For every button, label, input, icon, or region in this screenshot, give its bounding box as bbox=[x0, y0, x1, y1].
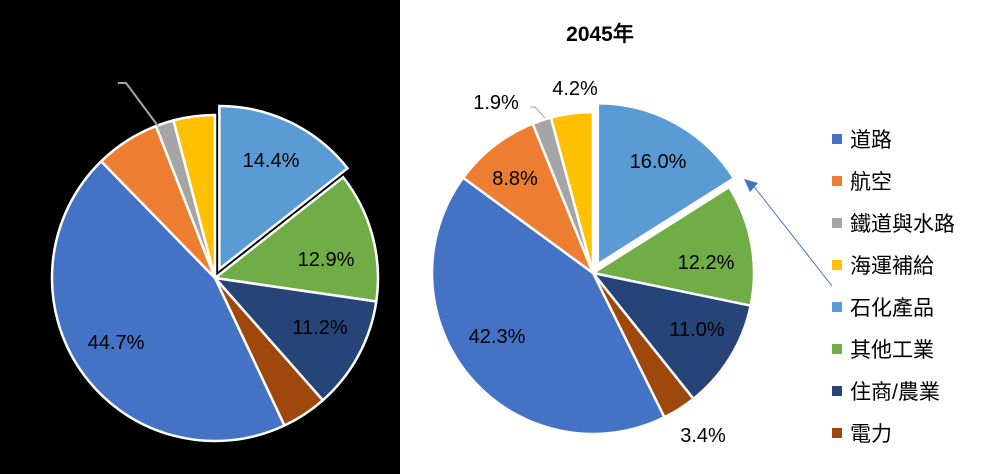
annotations bbox=[118, 82, 833, 287]
right-chart-title: 2045年 bbox=[566, 23, 634, 46]
legend-swatch-icon bbox=[832, 260, 842, 270]
pie-slice bbox=[589, 271, 753, 401]
legend-item-residential-agri: 住商/農業 bbox=[832, 370, 955, 412]
legend-label: 海運補給 bbox=[850, 255, 934, 278]
right-pie-chart: 16.0% 12.2% 11.0% 3.4% 42.3% 8.8% 1.9% 4.2% bbox=[430, 78, 756, 447]
pie-slice bbox=[549, 110, 595, 274]
legend-swatch-icon bbox=[832, 428, 842, 438]
legend-label: 其他工業 bbox=[850, 339, 934, 362]
left-leader-line bbox=[118, 82, 159, 127]
slice-value-label: 3.4% bbox=[680, 425, 726, 447]
slice-value-label: 14.4% bbox=[243, 150, 300, 172]
left-pie-chart: 14.4% 12.9% 11.2% 44.7% bbox=[50, 104, 380, 443]
pie-slice bbox=[218, 104, 350, 272]
pie-slice bbox=[171, 113, 217, 279]
slice-value-label: 11.2% bbox=[292, 317, 347, 339]
pie-slice bbox=[211, 276, 378, 403]
legend-swatch-icon bbox=[832, 134, 842, 144]
legend-swatch-icon bbox=[832, 344, 842, 354]
slice-value-label: 4.2% bbox=[552, 78, 598, 100]
slice-value-label: 12.9% bbox=[298, 249, 355, 271]
legend-item-shipping: 海運補給 bbox=[832, 244, 955, 286]
legend-label: 住商/農業 bbox=[850, 381, 940, 404]
pie-slice bbox=[211, 175, 380, 303]
legend-item-power: 電力 bbox=[832, 412, 955, 454]
legend-swatch-icon bbox=[832, 386, 842, 396]
legend-label: 石化產品 bbox=[850, 297, 934, 320]
legend-swatch-icon bbox=[832, 176, 842, 186]
legend-item-road: 道路 bbox=[832, 118, 955, 160]
pie-slice bbox=[596, 101, 736, 267]
legend-item-rail-water: 鐵道與水路 bbox=[832, 202, 955, 244]
slice-value-label: 12.2% bbox=[678, 252, 735, 274]
right-leader-line-rail bbox=[530, 106, 546, 119]
legend-item-aviation: 航空 bbox=[832, 160, 955, 202]
legend: 道路 航空 鐵道與水路 海運補給 石化產品 其他工業 住商/農業 電力 bbox=[832, 118, 955, 454]
slice-value-label: 16.0% bbox=[630, 151, 687, 173]
legend-label: 鐵道與水路 bbox=[850, 213, 955, 236]
pie-slice bbox=[50, 159, 287, 443]
slice-value-label: 42.3% bbox=[469, 326, 526, 348]
legend-swatch-icon bbox=[832, 218, 842, 228]
legend-label: 航空 bbox=[850, 171, 892, 194]
legend-label: 電力 bbox=[850, 423, 892, 446]
pie-slice bbox=[589, 185, 756, 308]
slice-value-label: 44.7% bbox=[88, 332, 145, 354]
pie-slice bbox=[430, 176, 667, 436]
slice-value-label: 8.8% bbox=[492, 168, 538, 190]
slice-value-label: 11.0% bbox=[669, 319, 724, 341]
legend-label: 道路 bbox=[850, 129, 892, 152]
legend-swatch-icon bbox=[832, 302, 842, 312]
pie-slice bbox=[461, 122, 596, 277]
annotation-arrow-head-icon bbox=[744, 179, 758, 192]
legend-item-petrochemical: 石化產品 bbox=[832, 286, 955, 328]
legend-item-other-industry: 其他工業 bbox=[832, 328, 955, 370]
annotation-arrow-line bbox=[751, 183, 833, 287]
slice-value-label: 1.9% bbox=[473, 92, 519, 114]
